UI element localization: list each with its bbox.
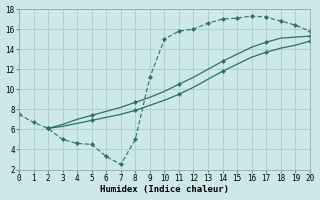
X-axis label: Humidex (Indice chaleur): Humidex (Indice chaleur) xyxy=(100,185,229,194)
